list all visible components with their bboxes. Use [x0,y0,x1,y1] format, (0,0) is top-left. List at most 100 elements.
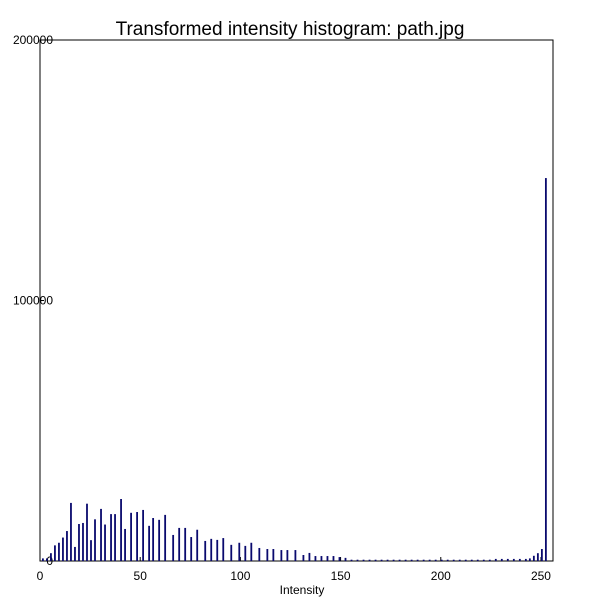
bar [238,542,241,561]
x-tick-label: 0 [37,569,44,583]
bar [164,514,167,561]
bar [78,524,80,561]
bar [434,559,437,561]
bar [110,514,112,561]
bar [294,550,297,561]
bar [266,549,269,561]
bar [204,540,207,561]
bar [302,555,305,561]
x-tick-label: 100 [230,569,250,583]
bar [356,559,359,561]
bar [66,531,68,561]
bar [320,556,323,561]
x-tick-label: 150 [331,569,351,583]
bar [172,534,175,561]
bar [86,503,88,561]
bar [428,559,431,561]
bar [332,556,335,561]
bar [70,502,72,561]
bar [258,547,261,561]
bar [50,553,52,561]
bar [500,558,503,561]
bar [250,542,253,561]
bar [482,559,485,561]
bar [120,499,122,561]
bar [94,519,96,561]
bar [210,538,213,561]
bar [476,559,479,561]
y-tick-label: 200000 [13,33,53,47]
bar [62,537,64,561]
bar [362,559,365,561]
bar [130,512,132,561]
bar [158,519,161,561]
bar [326,556,329,561]
bar [244,545,247,561]
bar [368,559,371,561]
bar [152,518,155,561]
x-tick-label: 50 [134,569,148,583]
bar [124,528,126,561]
bar [506,558,509,561]
bar [512,558,515,561]
bar [518,558,521,561]
bar [100,508,102,561]
bar [446,559,449,561]
bar [374,559,377,561]
bar [386,559,389,561]
bar [532,555,535,561]
bar [46,558,48,561]
bar [536,553,539,561]
bar [488,559,491,561]
bar [470,559,473,561]
bar [286,550,289,561]
bar [452,559,455,561]
bar [350,559,353,561]
bar [272,549,275,561]
bar [494,558,497,561]
bar [540,549,543,561]
bar [440,559,443,561]
bar [422,559,425,561]
bar [230,544,233,561]
bar [222,538,225,561]
x-axis-label: Intensity [280,583,325,597]
bar [82,522,84,561]
bar [216,539,219,561]
bar [380,559,383,561]
bar [184,527,187,561]
bar [280,550,283,561]
bar [54,545,56,561]
bar [404,559,407,561]
bar [178,527,181,561]
bar [464,559,467,561]
bar [458,559,461,561]
bar [148,525,151,561]
plot-frame [39,39,554,562]
bar [58,542,60,561]
bar [528,558,531,561]
bar [308,552,311,561]
bar [74,546,76,561]
bar [410,559,413,561]
bar [114,514,116,561]
bar [314,556,317,561]
bar [524,558,527,561]
chart-title: Transformed intensity histogram: path.jp… [116,19,465,40]
bar [416,559,419,561]
bar [344,557,347,561]
bar [196,529,199,561]
x-tick-label: 250 [531,569,551,583]
bar [142,509,145,561]
bar [90,540,92,561]
x-tick-label: 200 [431,569,451,583]
bar [338,557,341,561]
bar [104,524,106,561]
bar [136,512,138,561]
bar [392,559,395,561]
bar [544,178,547,561]
bar [190,537,193,561]
bar [398,559,401,561]
bar [42,558,44,561]
